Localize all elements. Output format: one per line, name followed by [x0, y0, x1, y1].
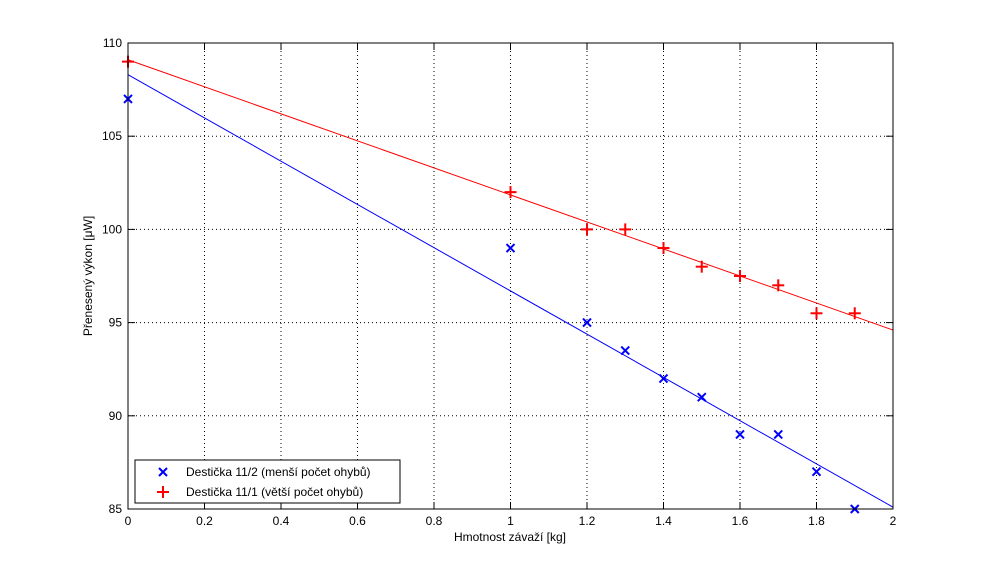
x-tick-label: 1.8	[808, 514, 825, 528]
marker-stroke	[773, 429, 783, 440]
legend: Destička 11/2 (menší počet ohybů) Destič…	[134, 459, 401, 504]
marker-stroke	[158, 467, 168, 477]
marker-stroke	[505, 243, 516, 253]
markers	[122, 55, 861, 514]
grid	[128, 43, 893, 509]
x-tick-label: 2	[890, 514, 897, 528]
data-point-series-1	[773, 429, 783, 440]
fit-line-1	[127, 74, 894, 508]
data-point-series-1	[697, 392, 707, 402]
legend-marker-x-icon	[158, 467, 168, 477]
data-point-series-1	[505, 243, 516, 253]
data-point-series-2	[810, 307, 823, 320]
y-tick-label: 90	[109, 409, 123, 423]
data-point-series-1	[811, 467, 822, 477]
x-tick-label: 1	[507, 514, 514, 528]
data-point-series-2	[657, 242, 670, 255]
data-point-series-1	[735, 429, 745, 440]
data-point-series-2	[848, 307, 861, 320]
data-point-series-2	[581, 223, 593, 236]
x-tick-label: 0.6	[349, 514, 366, 528]
axes-box	[127, 42, 894, 510]
legend-marker	[158, 467, 168, 477]
x-tick-label: 1.2	[579, 514, 596, 528]
data-point-series-2	[695, 260, 708, 273]
x-tick-label: 1.4	[655, 514, 672, 528]
data-point-series-2	[504, 186, 517, 199]
x-tick-label: 0.8	[426, 514, 443, 528]
x-tick-label: 1.6	[732, 514, 749, 528]
legend-marker	[157, 486, 169, 498]
marker-stroke	[735, 429, 745, 440]
y-tick-label: 110	[103, 36, 122, 50]
ticks: 0 0.2 0.4 0.6 0.8 1 1.2 1.4 1.6 1.8 2 85 90 95 100 105 1…	[102, 36, 897, 528]
y-axis-label: Přenesený výkon [μW]	[81, 216, 95, 336]
data-point-series-2	[619, 223, 632, 236]
marker-stroke	[620, 345, 630, 356]
data-point-series-1	[658, 373, 669, 384]
marker-stroke	[658, 373, 669, 384]
data-point-series-1	[582, 317, 592, 328]
data-point-series-2	[734, 270, 746, 282]
marker-stroke	[582, 317, 592, 328]
legend-entry-2: Destička 11/1 (větší počet ohybů)	[186, 485, 363, 499]
legend-marker-plus-icon	[157, 486, 169, 498]
x-axis-label: Hmotnost závaží [kg]	[454, 530, 566, 544]
data-point-series-2	[772, 279, 785, 292]
x-tick-label: 0.2	[196, 514, 213, 528]
data-point-series-1	[620, 345, 630, 356]
x-tick-label: 0.4	[273, 514, 290, 528]
y-tick-label: 95	[109, 316, 123, 330]
y-tick-label: 105	[102, 129, 122, 143]
legend-box	[134, 459, 401, 504]
x-tick-label: 0	[125, 514, 132, 528]
y-tick-label: 85	[109, 502, 123, 516]
legend-entry-1: Destička 11/2 (menší počet ohybů)	[186, 465, 371, 479]
marker-stroke	[811, 467, 822, 477]
marker-stroke	[697, 392, 707, 402]
y-tick-label: 100	[102, 222, 122, 236]
